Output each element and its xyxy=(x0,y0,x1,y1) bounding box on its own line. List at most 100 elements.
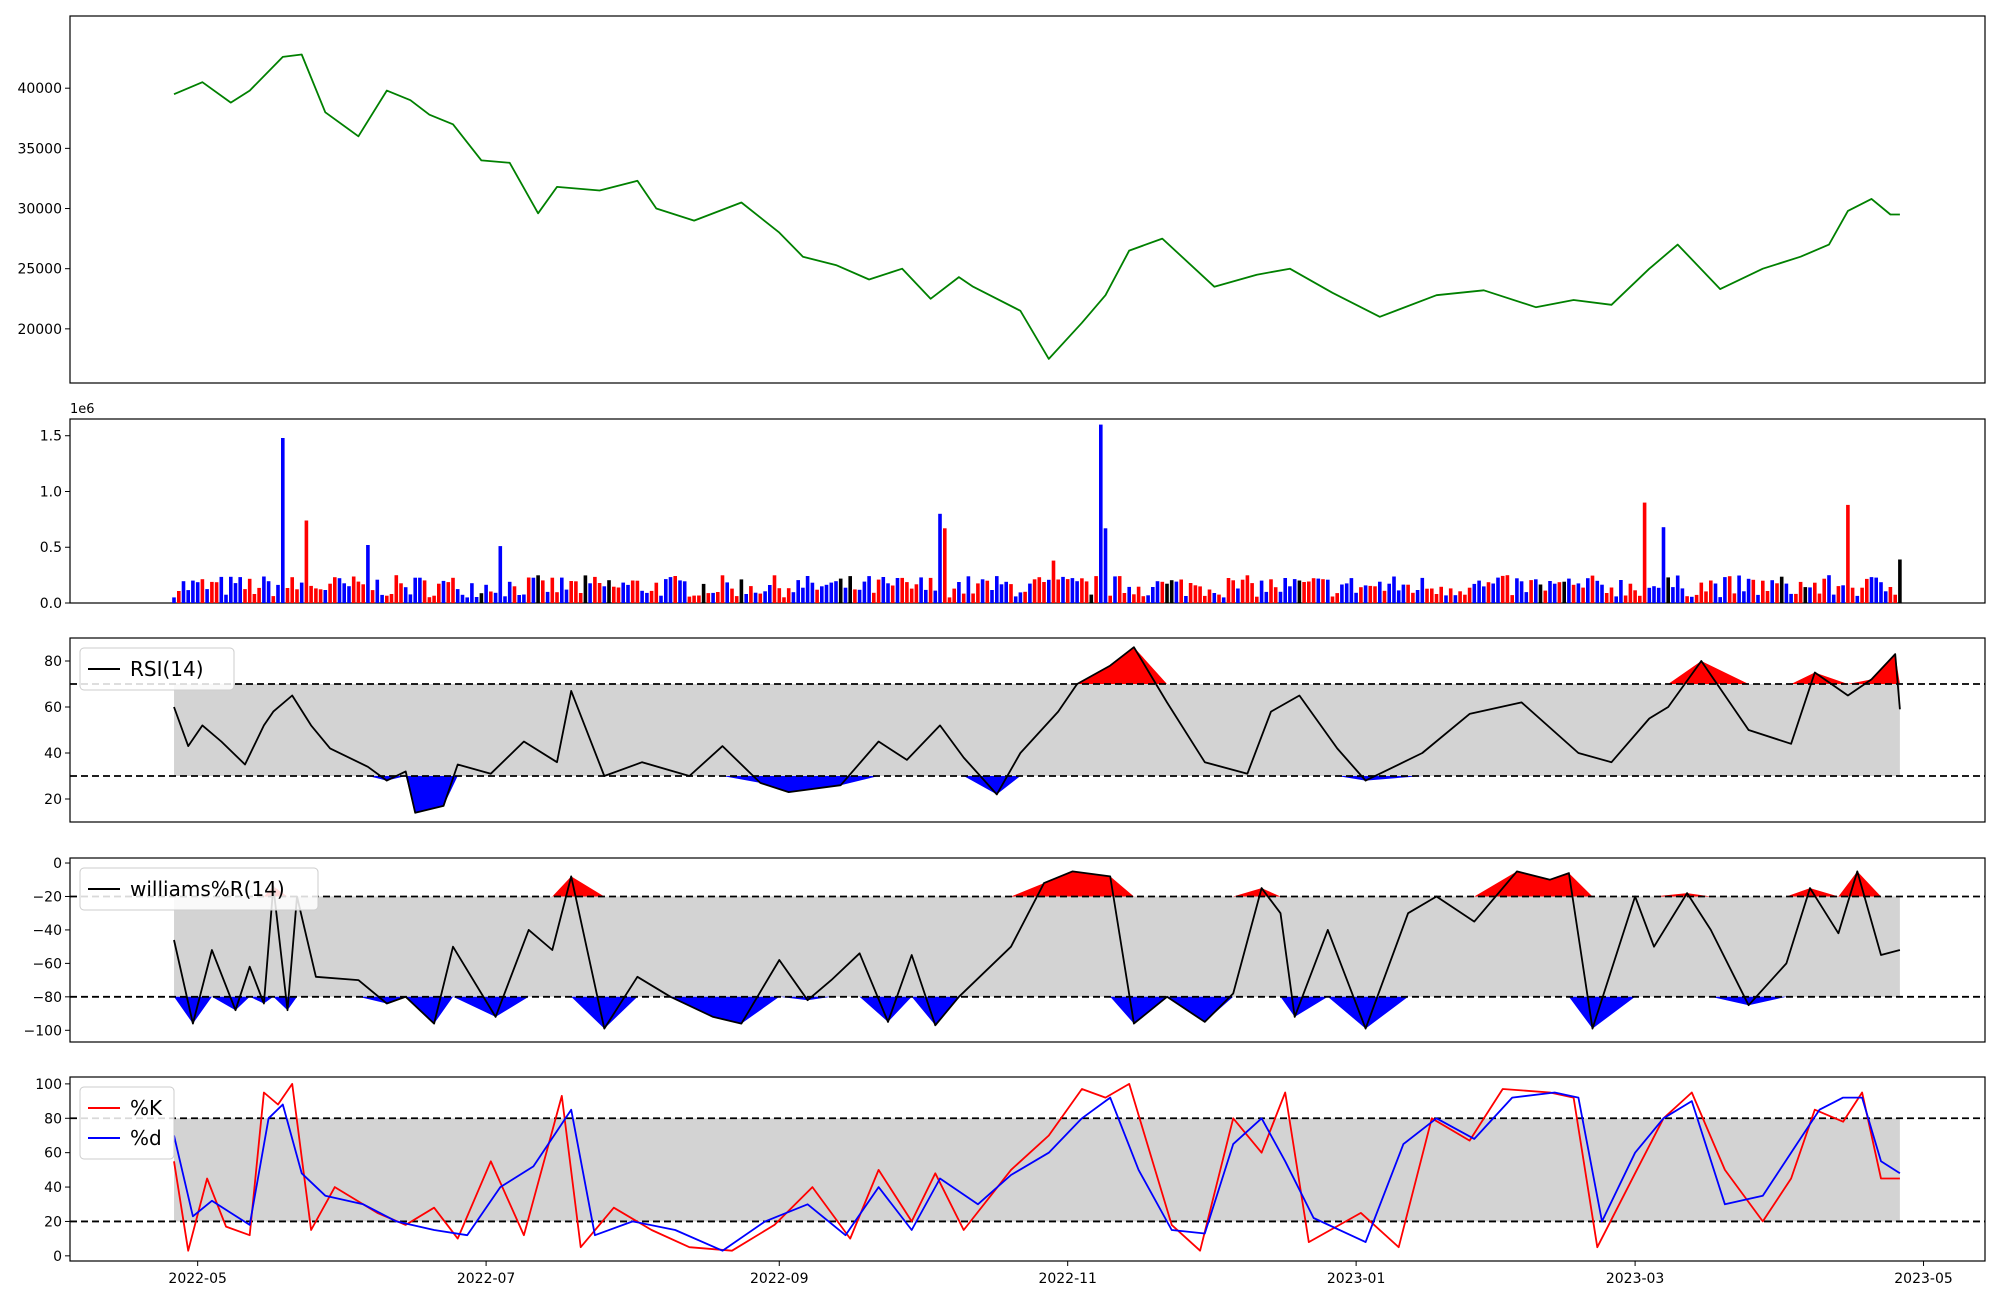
volume-bar xyxy=(432,595,436,603)
volume-bar xyxy=(1188,583,1193,603)
volume-bar xyxy=(1784,583,1789,603)
volume-bar xyxy=(1302,582,1306,603)
volume-bar xyxy=(895,578,900,603)
volume-bar xyxy=(1269,579,1273,603)
volume-bar xyxy=(593,576,597,603)
volume-bar xyxy=(314,588,318,603)
volume-bar xyxy=(1340,584,1344,603)
volume-bar xyxy=(328,583,332,603)
volume-bar xyxy=(1255,596,1259,603)
volume-bar xyxy=(526,577,531,603)
volume-bar xyxy=(1496,577,1500,603)
volume-bar xyxy=(1675,575,1680,603)
volume-bar xyxy=(687,596,692,603)
volume-bar xyxy=(881,577,886,603)
volume-bar xyxy=(224,594,228,603)
oversold-fill xyxy=(174,996,1900,1029)
volume-bar xyxy=(389,594,394,603)
volume-bar xyxy=(375,579,380,603)
volume-bar xyxy=(451,577,455,603)
volume-bar xyxy=(1226,578,1231,603)
volume-bar xyxy=(1860,587,1864,603)
volume-bar xyxy=(720,575,725,603)
volume-bar xyxy=(1117,576,1122,603)
volume-bar xyxy=(1217,594,1221,603)
volume-bar xyxy=(933,590,938,603)
volume-bar xyxy=(952,588,956,603)
volume-bar xyxy=(1656,587,1661,603)
volume-bar xyxy=(1212,593,1217,603)
volume-bar xyxy=(1075,581,1079,603)
volume-bar xyxy=(678,580,682,603)
volume-bar xyxy=(1718,597,1722,603)
volume-bar xyxy=(1491,583,1495,603)
volume-bar xyxy=(645,592,649,603)
volume-bar xyxy=(768,585,772,603)
volume-bar xyxy=(186,590,190,603)
volume-bar xyxy=(1382,590,1387,603)
volume-bar xyxy=(1770,580,1774,603)
volume-bar xyxy=(995,576,999,603)
volume-bar xyxy=(1600,584,1604,603)
volume-bar xyxy=(243,589,247,603)
volume-bar xyxy=(1378,581,1382,603)
volume-bar xyxy=(1534,579,1538,603)
volume-bar xyxy=(1590,575,1595,603)
volume-bar xyxy=(682,581,687,603)
volume-bar xyxy=(621,582,625,603)
overbought-fill xyxy=(174,647,1900,684)
volume-bar xyxy=(1146,595,1150,603)
volume-bar xyxy=(1680,588,1685,603)
volume-bar xyxy=(479,593,484,603)
volume-bar xyxy=(1070,578,1075,603)
volume-bar xyxy=(195,582,200,603)
volume-bar xyxy=(635,580,640,603)
volume-bar xyxy=(1392,576,1396,603)
volume-bar xyxy=(1330,596,1335,603)
volume-bar xyxy=(654,582,659,603)
volume-bar xyxy=(172,597,176,603)
volume-bar xyxy=(1004,581,1008,603)
volume-bar xyxy=(564,589,569,603)
volume-bar xyxy=(1221,597,1226,603)
volume-bar xyxy=(919,577,923,603)
volume-bar xyxy=(999,584,1004,603)
volume-bar xyxy=(1047,579,1051,603)
volume-bar xyxy=(512,586,517,603)
y-tick-label: 0.5 xyxy=(40,540,62,556)
volume-bar xyxy=(342,583,346,603)
y-tick-label: 0.0 xyxy=(40,596,62,612)
volume-bar xyxy=(1571,584,1576,603)
volume-bar xyxy=(1245,575,1250,603)
volume-bar xyxy=(1326,579,1330,603)
legend-box xyxy=(79,647,235,691)
volume-bar xyxy=(1685,596,1689,603)
volume-bar xyxy=(177,591,181,603)
volume-bar xyxy=(1756,594,1760,603)
volume-bar xyxy=(1779,576,1784,603)
volume-bar xyxy=(460,594,465,603)
volume-bar xyxy=(734,596,739,603)
volume-bar xyxy=(730,588,734,603)
legend-box xyxy=(79,1086,175,1160)
volume-bar xyxy=(1013,596,1018,603)
volume-bar xyxy=(1354,592,1358,603)
volume-bar xyxy=(247,578,252,603)
volume-bar xyxy=(626,584,630,603)
volume-bar xyxy=(640,590,644,603)
volume-bar xyxy=(1056,579,1060,603)
volume-bar xyxy=(1827,575,1831,603)
y-tick-label: 20 xyxy=(44,792,62,808)
volume-bar xyxy=(971,593,975,603)
volume-bar xyxy=(1794,593,1798,603)
y-tick-label: 20000 xyxy=(17,322,62,338)
volume-bar xyxy=(252,594,257,603)
volume-bar xyxy=(1387,583,1391,603)
volume-bar xyxy=(1746,578,1751,603)
volume-bar xyxy=(649,590,654,603)
volume-bar xyxy=(290,577,294,603)
y-tick-label: 80 xyxy=(44,654,62,670)
x-tick-label: 2023-03 xyxy=(1606,1271,1665,1287)
volume-bar xyxy=(1141,596,1146,603)
volume-bar xyxy=(1236,588,1240,603)
